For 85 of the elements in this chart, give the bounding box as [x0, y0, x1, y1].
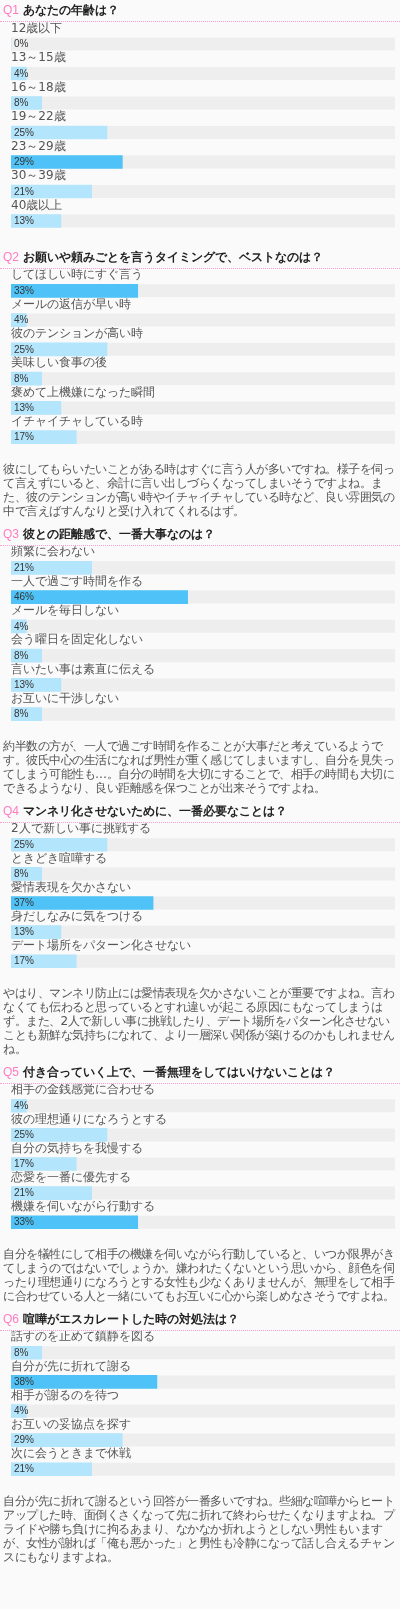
data-label: 33% [14, 1216, 35, 1228]
data-label: 33% [14, 285, 35, 297]
y-tick-label: 彼のテンションが高い時 [11, 325, 143, 340]
data-label: 25% [14, 839, 35, 851]
data-label: 21% [14, 185, 35, 197]
y-tick-label: 話すのを止めて鎮静を図る [11, 1329, 155, 1344]
data-label: 8% [14, 708, 29, 720]
data-label: 13% [14, 402, 35, 414]
y-tick-label: 自分の気持ちを我慢する [11, 1140, 143, 1155]
bar [11, 1157, 77, 1171]
y-tick-label: 愛情表現を欠かさない [11, 879, 131, 894]
data-label: 21% [14, 1187, 35, 1199]
y-tick-label: 美味しい食事の後 [11, 355, 107, 370]
data-label: 4% [14, 1100, 29, 1112]
data-label: 8% [14, 649, 29, 661]
data-label: 4% [14, 620, 29, 632]
text: 彼にしてもらいたいことがある時はすぐに言う人が多いですね。様子を伺って言えずにいると、余計に言い出しづらくなってしまいそうですよね。また、彼のテンションが高い時やイチャイチャしている時など、良い雰囲気の中で言えばすんなりと受け入れてくれるはず。 [2, 462, 396, 518]
y-tick-label: 相手が謝るのを待つ [11, 1387, 119, 1402]
chart-title: Q4 マンネリ化させないために、一番必要なことは？ [3, 804, 288, 818]
bar [11, 954, 77, 969]
y-tick-label: デート場所をパターン化させない [11, 937, 191, 952]
chart-title: Q6 喧嘩がエスカレートした時の対処法は？ [3, 1312, 240, 1326]
y-tick-label: ときどき喧嘩する [11, 850, 107, 865]
y-tick-label: 19～22歳 [11, 109, 66, 124]
y-tick-label: 13～15歳 [11, 50, 66, 65]
y-tick-label: 次に会うときまで休戦 [11, 1445, 131, 1460]
y-tick-label: お互いに干渉しない [11, 690, 119, 705]
data-label: 0% [14, 38, 29, 50]
data-label: 21% [14, 562, 35, 574]
data-label: 21% [14, 1463, 35, 1475]
data-label: 13% [14, 215, 35, 227]
y-tick-label: 恋愛を一番に優先する [10, 1169, 131, 1184]
data-label: 13% [14, 679, 35, 691]
text: 自分が先に折れて謝るという回答が一番多いですね。些細な喧嘩からヒートアップした時、面倒くさくなって先に折れて終わらせたくなりますよね。プライドや勝ち負けに拘るあまり、なかなか折れようとしない男性もいますが、女性が謝れば「俺も悪かった」と男性も冷静になって話し合えるチャンスにもなりますよね。 [2, 1494, 396, 1564]
chart-title: Q1 あなたの年齢は？ [3, 3, 120, 17]
y-tick-label: 会う曜日を固定化しない [11, 632, 143, 647]
data-label: 8% [14, 868, 29, 880]
text: やはり、マンネリ防止には愛情表現を欠かさないことが重要ですよね。言わなくても伝わると思っているとすれ違いが起こる原因にもなってしまうはず。また、2人で新しい事に挑戦したり、デート場所をパターン化させないことも新鮮な気持ちになれて、より一層深い関係が築けるのかもしれませんね。 [2, 986, 396, 1056]
chart-title: Q2 お願いや頼みごとを言うタイミングで、ベストなのは？ [3, 250, 324, 264]
data-label: 29% [14, 156, 35, 168]
y-tick-label: 言いたい事は素直に伝える [11, 661, 155, 676]
y-tick-label: 頻繁に会わない [11, 544, 95, 559]
data-label: 25% [14, 343, 35, 355]
bar [11, 1462, 92, 1477]
y-tick-label: お互いの妥協点を探す [11, 1416, 131, 1431]
data-label: 25% [14, 1129, 35, 1141]
data-label: 17% [14, 1158, 35, 1170]
data-label: 17% [14, 431, 35, 443]
y-tick-label: イチャイチャしている時 [11, 413, 143, 428]
y-tick-label: メールを毎日しない [11, 602, 119, 617]
data-label: 4% [14, 314, 29, 326]
bar [11, 430, 77, 444]
data-label: 25% [14, 126, 35, 138]
data-label: 17% [14, 955, 35, 967]
y-tick-label: 一人で過ごす時間を作る [11, 573, 143, 588]
y-tick-label: 相手の金銭感覚に合わせる [11, 1082, 155, 1097]
data-label: 8% [14, 1347, 29, 1359]
data-label: 8% [14, 97, 29, 109]
y-tick-label: 23～29歳 [11, 138, 66, 153]
y-tick-label: 40歳以上 [11, 197, 63, 212]
data-label: 46% [14, 591, 35, 603]
text: 自分を犠牲にして相手の機嫌を伺いながら行動していると、いつか限界がきてしまうのではないでしょうか。嫌われたくないという思いから、顔色を伺ったり理想通りになろうとする女性も少なくありませんが、無理をして相手に合わせている人と一緒にいてもお互いに心から楽しめなさそうですよね。 [2, 1247, 396, 1303]
y-tick-label: 褒めて上機嫌になった瞬間 [11, 384, 155, 399]
data-label: 4% [14, 1405, 29, 1417]
data-label: 37% [14, 897, 35, 909]
y-tick-label: 身だしなみに気をつける [11, 908, 143, 923]
chart-title: Q3 彼との距離感で、一番大事なのは？ [3, 527, 216, 541]
data-label: 4% [14, 67, 29, 79]
data-label: 29% [14, 1434, 35, 1446]
data-label: 13% [14, 926, 35, 938]
bar [11, 1186, 92, 1200]
y-tick-label: 12歳以下 [11, 20, 63, 35]
chart-title: Q5 付き合っていく上で、一番無理をしてはいけないことは？ [3, 1065, 336, 1079]
y-tick-label: 30～39歳 [11, 168, 66, 183]
y-tick-label: 機嫌を伺いながら行動する [11, 1198, 155, 1213]
y-tick-label: 2人で新しい事に挑戦する [11, 821, 151, 836]
data-label: 38% [14, 1376, 35, 1388]
y-tick-label: メールの返信が早い時 [11, 296, 131, 311]
y-tick-label: 16～18歳 [11, 79, 66, 94]
y-tick-label: 自分が先に折れて謝る [11, 1358, 131, 1373]
bar [11, 561, 92, 575]
y-tick-label: 彼の理想通りになろうとする [11, 1111, 167, 1126]
data-label: 8% [14, 372, 29, 384]
text: 約半数の方が、一人で過ごす時間を作ることが大事だと考えているようです。彼氏中心の生活になれば男性が重く感じてしまいますし、自分を見失ってしまう可能性も…。自分の時間を大切にすることで、相手の時間も大切にできるようなり、良い距離感を保つことが出来そうですよね。 [2, 739, 395, 795]
y-tick-label: してほしい時にすぐ言う [11, 267, 143, 282]
